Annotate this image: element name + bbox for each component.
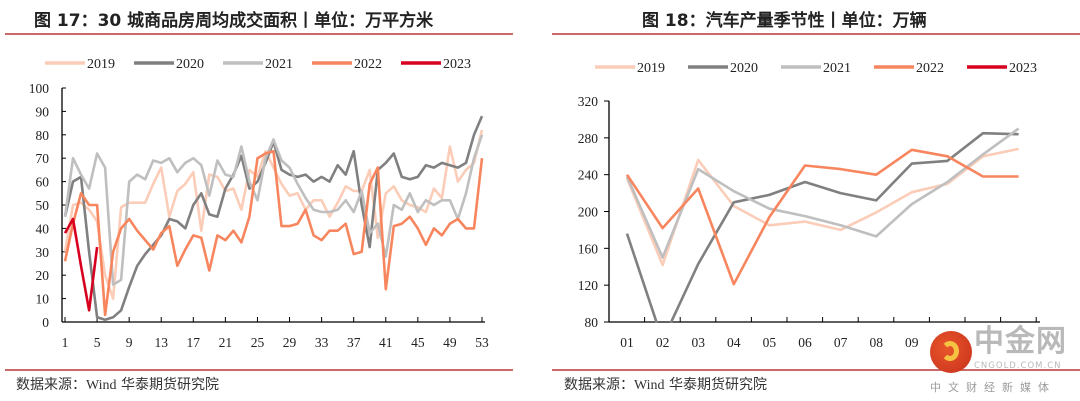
watermark-url: CNGOLD.COM.CN bbox=[974, 361, 1062, 371]
right-source-label: 数据来源： bbox=[564, 377, 634, 393]
left-source-latin: Wind bbox=[86, 378, 117, 393]
series-line-2019 bbox=[625, 147, 1019, 267]
left-source-rule bbox=[5, 369, 513, 371]
y-tick-label: 50 bbox=[36, 198, 50, 213]
x-tick-label: 33 bbox=[315, 335, 329, 350]
right-chart: 2019 2020 2021 2022 2023 80 120 160 200 240 280 32… bbox=[578, 61, 1040, 350]
right-chart-axes: 80 120 160 200 240 280 320 01 02 03 04 05 06 07 08 09 bbox=[578, 94, 1040, 350]
legend-label-2022: 2022 bbox=[354, 57, 382, 72]
legend-label-2021: 2021 bbox=[265, 57, 293, 72]
series-line-2019 bbox=[63, 129, 484, 300]
x-tick-label: 08 bbox=[869, 335, 883, 350]
x-tick-label: 25 bbox=[251, 335, 265, 350]
x-tick-label: 09 bbox=[905, 335, 919, 350]
y-tick-label: 240 bbox=[578, 168, 599, 183]
y-tick-label: 70 bbox=[36, 151, 50, 166]
x-tick-label: 03 bbox=[691, 335, 705, 350]
legend-label-2020: 2020 bbox=[730, 61, 758, 76]
legend-label-2022: 2022 bbox=[916, 61, 944, 76]
left-source-label: 数据来源： bbox=[16, 377, 86, 393]
y-tick-label: 80 bbox=[585, 315, 599, 330]
x-tick-label: 06 bbox=[798, 335, 812, 350]
y-tick-label: 40 bbox=[36, 221, 50, 236]
y-tick-label: 100 bbox=[29, 81, 50, 96]
legend-label-2023: 2023 bbox=[443, 57, 471, 72]
left-source-org: 华泰期货研究院 bbox=[121, 377, 219, 393]
left-chart-series bbox=[63, 115, 484, 322]
x-tick-label: 17 bbox=[187, 335, 201, 350]
y-tick-label: 200 bbox=[578, 205, 599, 220]
x-tick-label: 21 bbox=[219, 335, 233, 350]
y-tick-label: 10 bbox=[36, 292, 50, 307]
x-tick-label: 9 bbox=[126, 335, 133, 350]
right-source-rule bbox=[552, 369, 1080, 371]
series-line-2023 bbox=[63, 217, 99, 312]
series-line-2020 bbox=[625, 131, 1019, 323]
x-tick-label: 1 bbox=[62, 335, 69, 350]
right-source-org: 华泰期货研究院 bbox=[669, 377, 767, 393]
x-tick-label: 41 bbox=[379, 335, 393, 350]
left-chart-axes: 0 10 20 30 40 50 60 70 80 90 100 1 5 9 13 17 21 25 29 33 37 4… bbox=[29, 81, 489, 350]
left-source: 数据来源：Wind 华泰期货研究院 bbox=[16, 374, 219, 394]
series-line-2021 bbox=[63, 134, 484, 286]
right-title-rule bbox=[552, 33, 1080, 35]
left-chart-legend: 2019 2020 2021 2022 2023 bbox=[45, 57, 471, 72]
watermark-tagline: 中文财经新媒体 bbox=[930, 381, 1056, 394]
right-chart-series bbox=[625, 127, 1020, 323]
left-chart: 2019 2020 2021 2022 2023 0 10 20 30 40 50 60 70 80 90… bbox=[29, 57, 489, 350]
legend-label-2020: 2020 bbox=[176, 57, 204, 72]
x-tick-label: 49 bbox=[443, 335, 457, 350]
x-tick-label: 37 bbox=[347, 335, 361, 350]
x-tick-label: 07 bbox=[834, 335, 848, 350]
x-tick-label: 29 bbox=[283, 335, 297, 350]
x-tick-label: 02 bbox=[656, 335, 670, 350]
series-line-2021 bbox=[625, 127, 1020, 259]
watermark-brand: 中金网 bbox=[974, 324, 1067, 359]
legend-label-2019: 2019 bbox=[87, 57, 115, 72]
left-chart-title: 图 17：30 城商品房周均成交面积丨单位：万平方米 bbox=[34, 11, 434, 31]
watermark: 中金网 CNGOLD.COM.CN 中文财经新媒体 bbox=[918, 326, 1080, 401]
x-tick-label: 05 bbox=[763, 335, 777, 350]
legend-label-2021: 2021 bbox=[823, 61, 851, 76]
y-tick-label: 160 bbox=[578, 241, 599, 256]
x-tick-label: 53 bbox=[475, 335, 489, 350]
cngold-logo-icon bbox=[930, 331, 972, 373]
series-line-2022 bbox=[625, 148, 1019, 286]
legend-label-2023: 2023 bbox=[1009, 61, 1037, 76]
x-tick-label: 5 bbox=[94, 335, 101, 350]
left-title-rule bbox=[5, 33, 513, 35]
x-tick-label: 13 bbox=[154, 335, 168, 350]
series-line-2020 bbox=[63, 115, 484, 322]
x-tick-label: 01 bbox=[620, 335, 634, 350]
right-chart-legend: 2019 2020 2021 2022 2023 bbox=[595, 61, 1037, 76]
y-tick-label: 90 bbox=[36, 104, 50, 119]
right-source: 数据来源：Wind 华泰期货研究院 bbox=[564, 374, 767, 394]
y-tick-label: 60 bbox=[36, 175, 50, 190]
right-chart-title: 图 18：汽车产量季节性丨单位：万辆 bbox=[642, 11, 927, 31]
x-tick-label: 04 bbox=[727, 335, 741, 350]
y-tick-label: 80 bbox=[36, 128, 50, 143]
y-tick-label: 30 bbox=[36, 245, 50, 260]
y-tick-label: 0 bbox=[42, 315, 49, 330]
right-source-latin: Wind bbox=[634, 378, 665, 393]
y-tick-label: 120 bbox=[578, 278, 599, 293]
y-tick-label: 320 bbox=[578, 94, 599, 109]
series-line-2022 bbox=[63, 149, 484, 317]
y-tick-label: 20 bbox=[36, 268, 50, 283]
x-tick-label: 45 bbox=[411, 335, 425, 350]
legend-label-2019: 2019 bbox=[637, 61, 665, 76]
y-tick-label: 280 bbox=[578, 131, 599, 146]
